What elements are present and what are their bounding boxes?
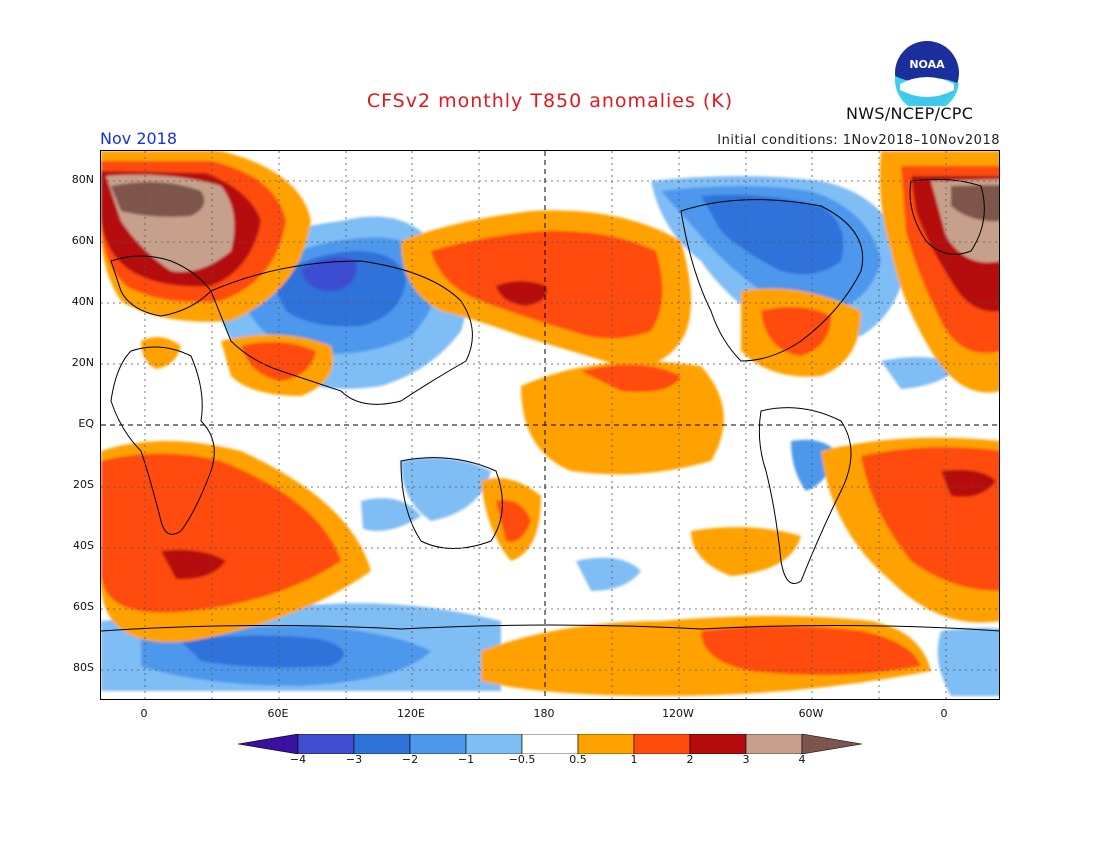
anomaly-tropical-pacific-warm-2	[581, 364, 681, 392]
anomaly-indian-ocean-cool	[361, 498, 421, 531]
anomaly-field	[101, 151, 999, 696]
lon-label: 60E	[267, 707, 289, 720]
coastline-australia	[400, 457, 503, 549]
lat-label: 40S	[73, 539, 94, 552]
colorbar-segment	[521, 734, 579, 754]
anomaly-southern-ocean-cold-3	[181, 635, 344, 668]
lat-label: 20S	[73, 478, 94, 491]
anomaly-india-warm-2	[241, 342, 316, 381]
anomaly-antarctic-warm-2	[701, 626, 921, 675]
colorbar-segment	[633, 734, 691, 754]
reference-lines	[101, 151, 999, 699]
anomaly-atlantic-warm-2	[761, 307, 831, 356]
colorbar-label: 0.5	[569, 753, 587, 766]
lat-label: 60N	[71, 234, 94, 247]
colorbar-label: 4	[798, 753, 806, 766]
agency-label: NWS/NCEP/CPC	[846, 104, 974, 123]
anomaly-east-antarctic-cold	[937, 627, 999, 696]
grid-lines	[101, 151, 999, 699]
colorbar-label: −2	[401, 753, 419, 766]
colorbar-segment	[745, 734, 803, 754]
lon-label: 180	[533, 707, 555, 720]
lat-label: EQ	[78, 417, 94, 430]
colorbar-segment	[297, 734, 355, 754]
page-title: CFSv2 monthly T850 anomalies (K)	[366, 90, 734, 112]
noaa-logo-text: NOAA	[909, 58, 945, 71]
coastline-antarctica	[101, 624, 999, 632]
anomaly-south-indian-warm-2	[101, 453, 341, 613]
coastline-asia	[210, 260, 473, 405]
colorbar-segment	[689, 734, 747, 754]
colorbar-segment	[465, 734, 523, 754]
lat-label: 40N	[71, 295, 94, 308]
lon-label: 0	[140, 707, 148, 720]
colorbar-label: 2	[686, 753, 694, 766]
anomaly-north-america-cold-3	[701, 194, 844, 275]
colorbar-segment	[353, 734, 411, 754]
colorbar-label: −0.5	[508, 753, 536, 766]
anomaly-southeast-pacific-warm	[691, 527, 801, 576]
coastline-north-america	[680, 199, 864, 362]
anomaly-australia-cool	[401, 457, 491, 521]
month-label: Nov 2018	[100, 129, 178, 148]
anomaly-north-pacific-warm-3	[496, 281, 547, 306]
colorbar-label: 1	[630, 753, 638, 766]
coastline-south-america	[758, 407, 852, 584]
colorbar-label: −3	[345, 753, 363, 766]
lat-label: 80N	[71, 173, 94, 186]
noaa-logo: NOAA	[895, 41, 959, 106]
colorbar-label: 3	[742, 753, 750, 766]
colorbar-segment	[238, 734, 299, 754]
lon-label: 120W	[662, 707, 694, 720]
anomaly-africa-warm	[141, 337, 181, 369]
lon-label: 60W	[798, 707, 824, 720]
anomaly-east-australia-warm-2	[496, 500, 531, 542]
initial-conditions-label: Initial conditions: 1Nov2018–10Nov2018	[717, 133, 1000, 148]
coastline-africa	[110, 346, 215, 535]
colorbar-segment	[409, 734, 467, 754]
lat-label: 60S	[73, 600, 94, 613]
anomaly-tropical-pacific-warm	[521, 361, 724, 475]
coastlines	[101, 178, 999, 632]
lon-label: 120E	[397, 707, 425, 720]
anomaly-south-indian-warm-3	[161, 549, 226, 580]
lat-label: 80S	[73, 661, 94, 674]
colorbar-segment	[801, 734, 862, 754]
anomaly-south-pacific-cool	[576, 557, 641, 591]
colorbar-label: −4	[289, 753, 307, 766]
lon-label: 0	[940, 707, 948, 720]
colorbar-label: −1	[457, 753, 475, 766]
anomaly-eurasia-cold-4	[301, 257, 357, 292]
lat-label: 20N	[71, 356, 94, 369]
coastline-greenland	[909, 178, 985, 255]
anomaly-north-pacific-warm-2	[431, 230, 663, 339]
anomaly-greenland-warm-east-5	[951, 185, 999, 222]
anomaly-map	[100, 150, 1000, 700]
colorbar	[238, 734, 862, 754]
anomaly-south-atlantic-warm-3	[941, 469, 996, 497]
colorbar-segment	[577, 734, 635, 754]
anomaly-greenland-warm-5	[111, 182, 205, 217]
